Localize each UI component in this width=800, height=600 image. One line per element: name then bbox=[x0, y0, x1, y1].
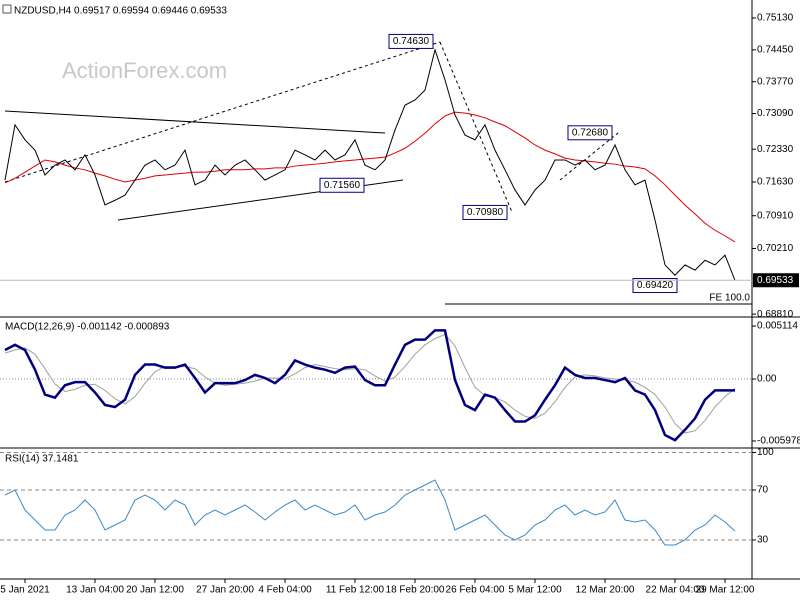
series-line bbox=[4, 329, 735, 442]
x-tick-label: 5 Mar 12:00 bbox=[508, 585, 562, 596]
price-label-box bbox=[388, 33, 434, 49]
price-label-box bbox=[632, 278, 678, 294]
x-tick-label: 5 Jan 2021 bbox=[0, 585, 50, 596]
macd-title: MACD(12,26,9) -0.001142 -0.000893 bbox=[5, 322, 170, 333]
price-label-box bbox=[567, 125, 613, 141]
last-price-box bbox=[753, 273, 799, 288]
price-label: 0.69420 bbox=[637, 280, 674, 291]
fe-label: FE 100.0 bbox=[709, 293, 750, 304]
x-tick-label: 22 Mar 04:00 bbox=[646, 585, 705, 596]
price-label: 0.72680 bbox=[572, 127, 609, 138]
trend-line bbox=[4, 110, 386, 134]
y-tick-label: 70 bbox=[757, 485, 769, 496]
watermark: ActionForex.com bbox=[62, 58, 227, 83]
trend-lines bbox=[4, 41, 752, 305]
y-tick-label: 30 bbox=[757, 535, 769, 546]
x-tick-label: 12 Mar 20:00 bbox=[576, 585, 635, 596]
x-tick-label: 27 Jan 20:00 bbox=[196, 585, 254, 596]
y-tick-label: -0.005978 bbox=[757, 436, 800, 447]
y-tick-label: 0.70210 bbox=[757, 243, 794, 254]
y-tick-label: 0.00 bbox=[757, 374, 777, 385]
series-line bbox=[4, 333, 736, 434]
y-tick-label: 0.73090 bbox=[757, 108, 794, 119]
symbol-icon bbox=[2, 4, 12, 14]
price-label: 0.70980 bbox=[467, 207, 504, 218]
y-tick-label: 0.75130 bbox=[757, 13, 794, 24]
y-tick-label: 0.71630 bbox=[757, 177, 794, 188]
y-tick-label: 100 bbox=[757, 447, 774, 458]
x-tick-label: 4 Feb 04:00 bbox=[258, 585, 312, 596]
fib-line bbox=[439, 41, 513, 213]
rsi-title: RSI(14) 37.1481 bbox=[5, 454, 79, 465]
price-label-box bbox=[319, 177, 365, 193]
x-tick-label: 20 Jan 12:00 bbox=[126, 585, 184, 596]
x-tick-label: 11 Feb 12:00 bbox=[326, 585, 385, 596]
series-line bbox=[4, 111, 736, 243]
series-line bbox=[4, 48, 736, 281]
series-line bbox=[4, 479, 736, 546]
y-tick-label: 0.005114 bbox=[757, 321, 798, 332]
y-tick-label: 0.70910 bbox=[757, 210, 794, 221]
price-label: 0.74630 bbox=[393, 36, 430, 47]
y-tick-label: 0.73770 bbox=[757, 76, 794, 87]
x-tick-label: 18 Feb 20:00 bbox=[386, 585, 445, 596]
x-tick-label: 26 Feb 04:00 bbox=[446, 585, 505, 596]
y-tick-label: 0.68810 bbox=[757, 309, 794, 320]
chart-title: NZDUSD,H4 0.69517 0.69594 0.69446 0.6953… bbox=[14, 6, 227, 17]
x-tick-label: 13 Jan 04:00 bbox=[66, 585, 124, 596]
y-tick-label: 0.72330 bbox=[757, 144, 794, 155]
last-price-label: 0.69533 bbox=[757, 275, 794, 286]
fib-line bbox=[4, 41, 441, 183]
y-tick-label: 0.74450 bbox=[757, 44, 794, 55]
x-tick-label: 29 Mar 12:00 bbox=[696, 585, 755, 596]
fib-line bbox=[559, 132, 619, 181]
price-label: 0.71560 bbox=[324, 180, 361, 191]
price-label-box bbox=[462, 204, 508, 220]
